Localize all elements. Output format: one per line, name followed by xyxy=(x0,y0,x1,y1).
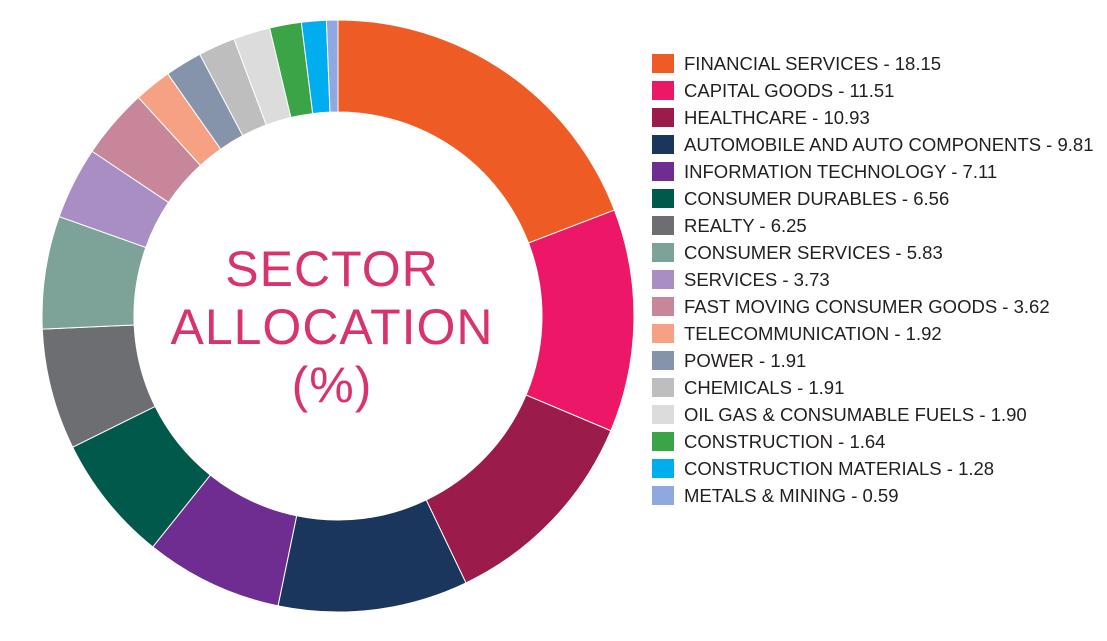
legend-item: CONSTRUCTION - 1.64 xyxy=(652,430,1102,455)
legend-item: SERVICES - 3.73 xyxy=(652,268,1102,293)
legend-item: HEALTHCARE - 10.93 xyxy=(652,106,1102,131)
legend-item: FAST MOVING CONSUMER GOODS - 3.62 xyxy=(652,295,1102,320)
legend-item: OIL GAS & CONSUMABLE FUELS - 1.90 xyxy=(652,403,1102,428)
legend-label: CONSTRUCTION MATERIALS - 1.28 xyxy=(684,458,995,479)
chart-title-line-1: SECTOR xyxy=(225,241,439,297)
donut-chart: SECTOR ALLOCATION (%) xyxy=(41,19,635,613)
donut-slice-17 xyxy=(325,19,339,113)
legend-label: REALTY - 6.25 xyxy=(684,215,807,236)
legend-item: REALTY - 6.25 xyxy=(652,214,1102,239)
legend-swatch xyxy=(652,324,674,343)
legend-swatch xyxy=(652,162,674,181)
legend-swatch xyxy=(652,351,674,370)
legend-label: CAPITAL GOODS - 11.51 xyxy=(684,80,895,101)
legend-item: METALS & MINING - 0.59 xyxy=(652,484,1102,509)
legend-item: INFORMATION TECHNOLOGY - 7.11 xyxy=(652,160,1102,185)
legend-swatch xyxy=(652,189,674,208)
legend-label: POWER - 1.91 xyxy=(684,350,807,371)
legend-label: INFORMATION TECHNOLOGY - 7.11 xyxy=(684,161,998,182)
legend-label: CHEMICALS - 1.91 xyxy=(684,377,845,398)
chart-title: SECTOR ALLOCATION (%) xyxy=(162,240,502,414)
legend-swatch xyxy=(652,54,674,73)
legend-label: AUTOMOBILE AND AUTO COMPONENTS - 9.81 xyxy=(684,134,1094,155)
legend-label: CONSUMER DURABLES - 6.56 xyxy=(684,188,950,209)
chart-title-line-2: ALLOCATION xyxy=(170,299,494,355)
legend-swatch xyxy=(652,243,674,262)
legend-swatch xyxy=(652,459,674,478)
legend-swatch xyxy=(652,135,674,154)
legend-item: AUTOMOBILE AND AUTO COMPONENTS - 9.81 xyxy=(652,133,1102,158)
legend-label: CONSTRUCTION - 1.64 xyxy=(684,431,886,452)
donut-slice-3 xyxy=(425,394,612,584)
chart-title-line-3: (%) xyxy=(291,357,373,413)
legend-label: FINANCIAL SERVICES - 18.15 xyxy=(684,53,942,74)
donut-svg xyxy=(41,19,635,613)
legend-swatch xyxy=(652,405,674,424)
legend-label: SERVICES - 3.73 xyxy=(684,269,830,290)
legend-label: HEALTHCARE - 10.93 xyxy=(684,107,870,128)
legend-label: TELECOMMUNICATION - 1.92 xyxy=(684,323,942,344)
legend-item: POWER - 1.91 xyxy=(652,349,1102,374)
legend-swatch xyxy=(652,486,674,505)
legend-item: CONSUMER DURABLES - 6.56 xyxy=(652,187,1102,212)
chart-legend: FINANCIAL SERVICES - 18.15 CAPITAL GOODS … xyxy=(652,52,1102,511)
legend-swatch xyxy=(652,432,674,451)
legend-item: CAPITAL GOODS - 11.51 xyxy=(652,79,1102,104)
legend-label: OIL GAS & CONSUMABLE FUELS - 1.90 xyxy=(684,404,1027,425)
legend-label: FAST MOVING CONSUMER GOODS - 3.62 xyxy=(684,296,1050,317)
legend-item: TELECOMMUNICATION - 1.92 xyxy=(652,322,1102,347)
legend-label: METALS & MINING - 0.59 xyxy=(684,485,899,506)
legend-swatch xyxy=(652,216,674,235)
legend-item: FINANCIAL SERVICES - 18.15 xyxy=(652,52,1102,77)
legend-label: CONSUMER SERVICES - 5.83 xyxy=(684,242,943,263)
legend-item: CONSUMER SERVICES - 5.83 xyxy=(652,241,1102,266)
legend-swatch xyxy=(652,297,674,316)
legend-swatch xyxy=(652,270,674,289)
legend-item: CHEMICALS - 1.91 xyxy=(652,376,1102,401)
legend-swatch xyxy=(652,81,674,100)
legend-swatch xyxy=(652,108,674,127)
donut-slice-2 xyxy=(525,209,635,432)
legend-item: CONSTRUCTION MATERIALS - 1.28 xyxy=(652,457,1102,482)
donut-slice-1 xyxy=(337,19,616,244)
legend-swatch xyxy=(652,378,674,397)
